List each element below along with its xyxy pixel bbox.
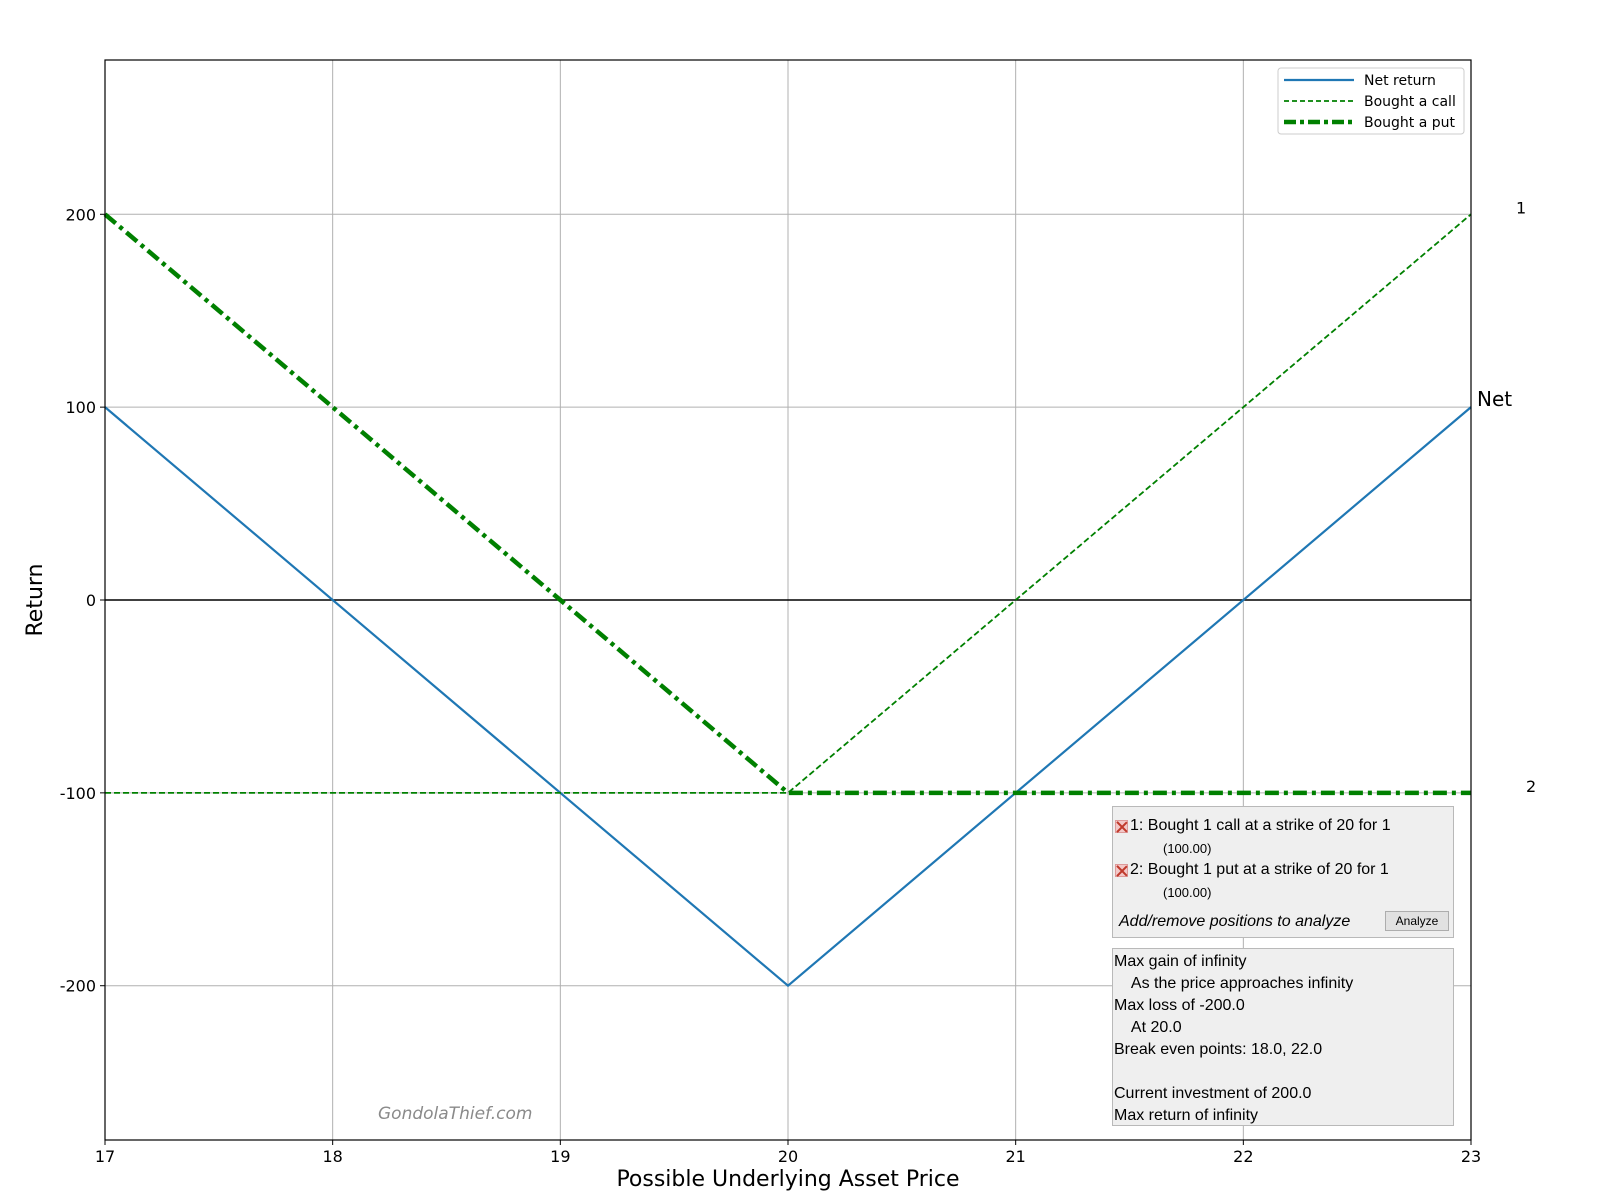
positions-hint: Add/remove positions to analyze (1119, 913, 1351, 930)
legend-box (1277, 67, 1465, 135)
legend-label: Bought a call (1364, 94, 1456, 110)
x-tick-label: 22 (1233, 1147, 1253, 1166)
stat-line: At 20.0 (1114, 1019, 1182, 1036)
series-line (104, 406, 1472, 988)
stat-line: Max return of infinity (1114, 1107, 1259, 1124)
y-tick-label: 100 (65, 398, 96, 417)
stat-line (1113, 1061, 1453, 1083)
x-tick-label: 19 (550, 1147, 570, 1166)
analyze-button[interactable]: Analyze (1385, 911, 1449, 931)
positions-panel: 1: Bought 1 call at a strike of 20 for 1… (1112, 806, 1454, 938)
position-label: 2: Bought 1 put at a strike of 20 for 1 (1130, 861, 1389, 878)
stat-line: As the price approaches infinity (1114, 975, 1354, 992)
remove-position-icon[interactable] (1115, 863, 1128, 877)
legend-label: Bought a put (1364, 115, 1456, 131)
y-tick-label: 200 (65, 205, 96, 224)
watermark: GondolaThief.com (378, 1104, 532, 1124)
position-row: 2: Bought 1 put at a strike of 20 for 1 (1115, 861, 1389, 879)
series-lines (103, 212, 1472, 988)
position-amount: (100.00) (1163, 841, 1212, 856)
x-tick-label: 20 (778, 1147, 798, 1166)
y-tick-label: -200 (60, 977, 96, 996)
stat-line: Break even points: 18.0, 22.0 (1114, 1041, 1323, 1058)
position-row: 1: Bought 1 call at a strike of 20 for 1 (1115, 817, 1391, 835)
position-label: 1: Bought 1 call at a strike of 20 for 1 (1130, 817, 1391, 834)
y-axis-label: Return (23, 563, 48, 636)
y-tick-label: -100 (60, 784, 96, 803)
tick-labels: 17 18 19 20 21 22 23 -200 -100 0 100 200 (60, 205, 1481, 1166)
x-tick-label: 17 (95, 1147, 115, 1166)
x-axis-label: Possible Underlying Asset Price (616, 1167, 959, 1192)
series-line (103, 212, 1471, 796)
series-line (105, 213, 1472, 794)
x-tick-label: 21 (1005, 1147, 1025, 1166)
y-tick-label: 0 (86, 591, 96, 610)
position-amount: (100.00) (1163, 885, 1212, 900)
series-end-label: 1 (1516, 198, 1526, 217)
legend: Net return Bought a call Bought a put (1277, 67, 1465, 135)
remove-position-icon[interactable] (1115, 819, 1128, 833)
stat-line: Max gain of infinity (1114, 953, 1247, 970)
stats-panel: Max gain of infinity As the price approa… (1112, 948, 1454, 1126)
stat-line: Current investment of 200.0 (1114, 1085, 1312, 1102)
series-end-labels: 1 Net 2 (1477, 198, 1536, 796)
x-tick-label: 23 (1461, 1147, 1481, 1166)
series-end-label: 2 (1526, 777, 1536, 796)
series-end-label: Net (1477, 387, 1512, 411)
stat-line: Max loss of -200.0 (1114, 997, 1245, 1014)
legend-label: Net return (1364, 73, 1436, 89)
x-tick-label: 18 (322, 1147, 342, 1166)
